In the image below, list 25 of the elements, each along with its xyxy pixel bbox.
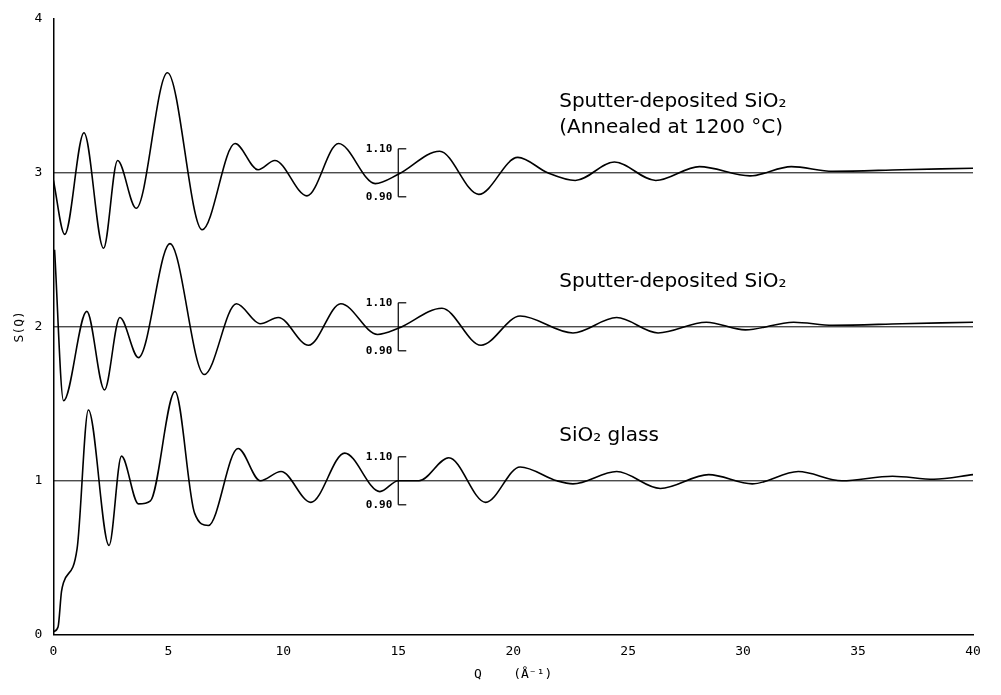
series-label: Sputter-deposited SiO₂ [559, 267, 787, 292]
series-label: SiO₂ glass [559, 421, 659, 446]
x-tick-label: 20 [505, 642, 522, 658]
y-tick-label: 3 [34, 164, 43, 180]
annotation: 1.10 [365, 449, 393, 463]
x-tick-label: 0 [49, 642, 58, 658]
y-axis-title: S(Q) [11, 311, 27, 343]
series-label: Sputter-deposited SiO₂ (Annealed at 1200 °C) [559, 87, 787, 138]
x-tick-label: 40 [965, 642, 981, 658]
annotation: 1.10 [365, 295, 393, 309]
x-tick-label: 10 [275, 642, 292, 658]
annotation: 0.90 [365, 497, 393, 511]
x-tick-label: 30 [735, 642, 751, 658]
x-tick-label: 35 [850, 642, 866, 658]
x-tick-label: 25 [620, 642, 636, 658]
x-tick-label: 5 [164, 642, 173, 658]
y-tick-label: 2 [34, 318, 43, 334]
x-axis-title: Q (Å⁻¹) [474, 665, 553, 681]
annotation: 1.10 [365, 141, 393, 155]
y-tick-label: 4 [34, 10, 43, 26]
annotation: 0.90 [365, 189, 393, 203]
y-tick-label: 1 [34, 472, 43, 488]
y-tick-label: 0 [34, 626, 43, 642]
annotation: 0.90 [365, 343, 393, 357]
x-tick-label: 15 [390, 642, 407, 658]
